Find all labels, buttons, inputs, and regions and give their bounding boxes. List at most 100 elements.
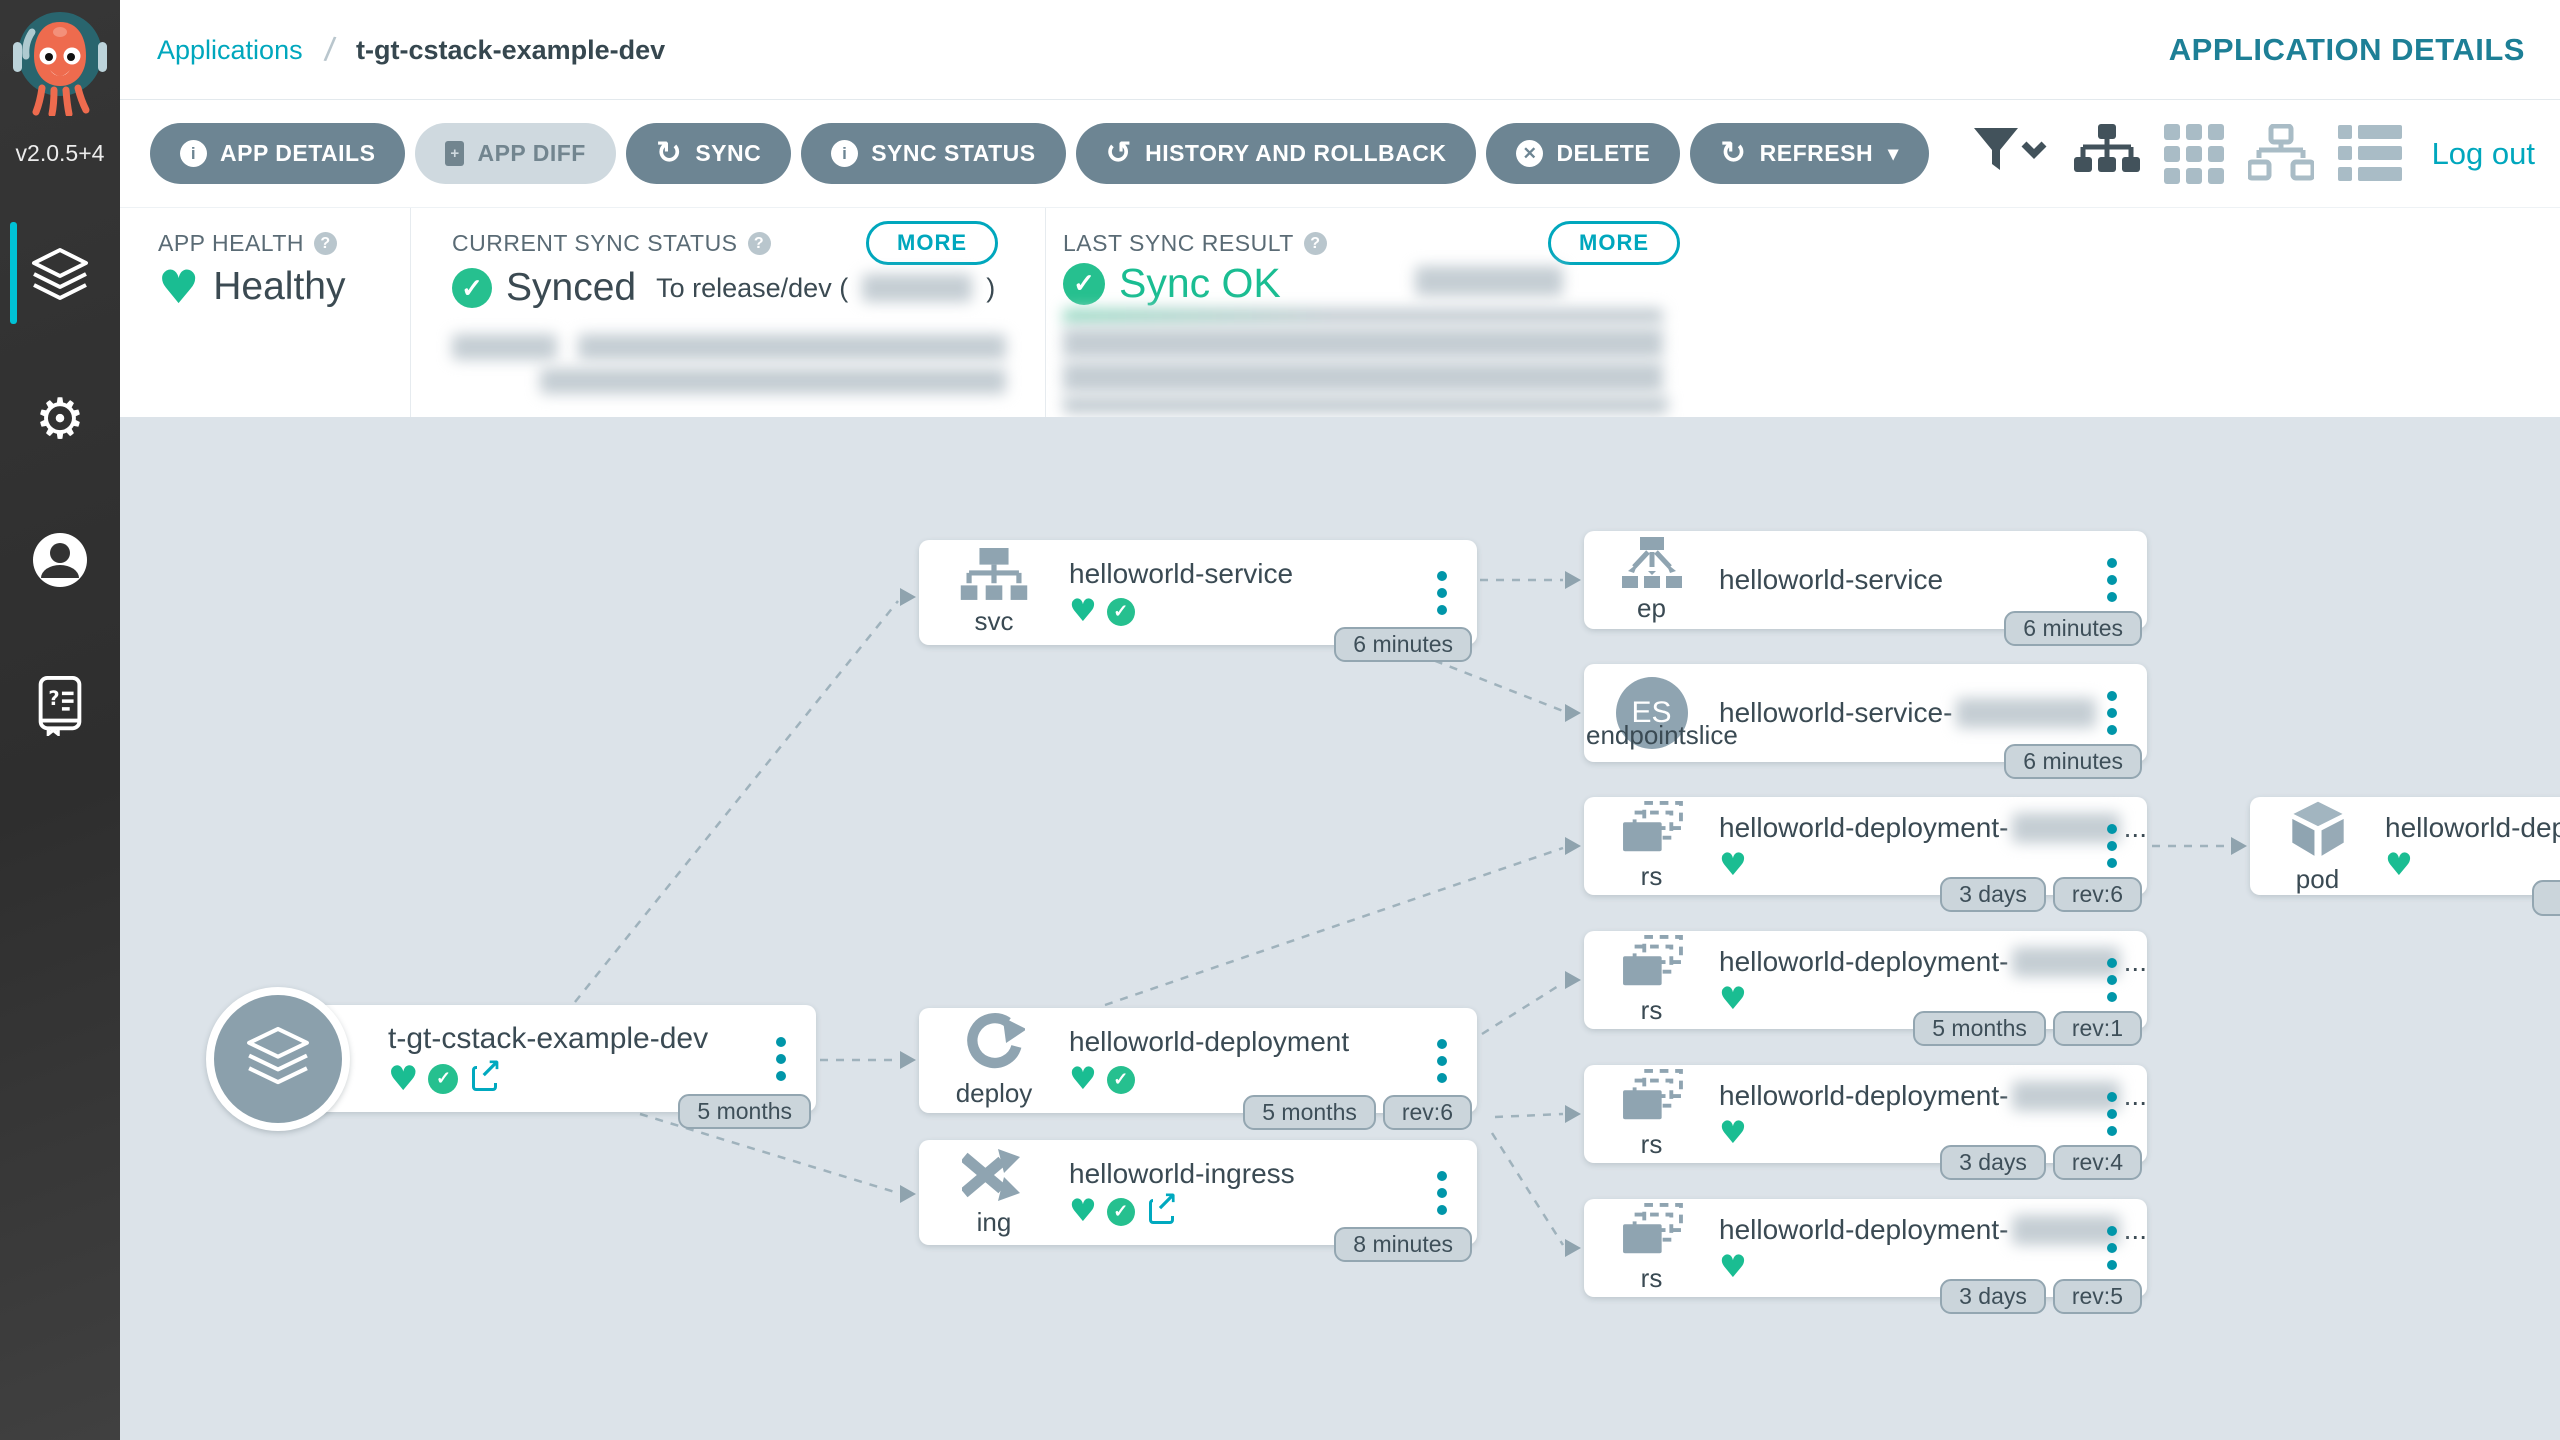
layers-icon	[247, 1026, 309, 1085]
health-heart-icon: ♥	[1069, 1061, 1097, 1097]
node-menu-button[interactable]	[2103, 1222, 2121, 1274]
active-nav-indicator	[10, 222, 17, 324]
list-view-icon[interactable]	[2337, 124, 2402, 183]
resource-node-endpointslice[interactable]: ES endpointslice helloworld-service- 6 m…	[1584, 664, 2147, 779]
resource-tree: t-gt-cstack-example-dev ♥ ✓ ↗ 5 months	[120, 417, 2560, 1440]
age-badge: 5 months	[1913, 1011, 2046, 1046]
redacted-name-suffix	[1956, 698, 2097, 728]
node-kind-label: ing	[976, 1207, 1012, 1237]
node-menu-button[interactable]	[2103, 554, 2121, 606]
external-link-icon[interactable]: ↗	[1148, 1189, 1178, 1224]
resource-node-ingress[interactable]: ing helloworld-ingress ♥ ✓ ↗ 8 minutes	[919, 1140, 1477, 1262]
age-badge: 6 minutes	[2004, 744, 2142, 779]
sync-target-text: To release/dev (	[656, 272, 849, 303]
app-diff-button[interactable]: + APP DIFF	[415, 123, 616, 184]
last-sync-more-button[interactable]: MORE	[1548, 221, 1680, 265]
revision-badge: rev:4	[2052, 1145, 2142, 1180]
panel-divider	[1045, 208, 1046, 418]
sidebar-item-applications[interactable]	[0, 222, 120, 332]
replicaset-icon	[1622, 934, 1683, 985]
refresh-icon: ↻	[1720, 135, 1747, 171]
breadcrumb-current-app: t-gt-cstack-example-dev	[356, 34, 666, 65]
filter-icon[interactable]	[1972, 126, 2050, 182]
history-rollback-button[interactable]: ↺ HISTORY AND ROLLBACK	[1075, 123, 1477, 184]
replicaset-icon	[1622, 1202, 1683, 1253]
pod-icon	[2288, 799, 2347, 859]
redacted-text-block	[1063, 328, 1663, 358]
node-kind-label: svc	[974, 606, 1014, 636]
grid-view-icon[interactable]	[2163, 123, 2224, 184]
redacted-revision	[862, 274, 973, 302]
breadcrumb-applications-link[interactable]: Applications	[157, 34, 303, 65]
clipped-badge	[2532, 880, 2560, 916]
node-menu-button[interactable]	[2103, 954, 2121, 1006]
sync-button[interactable]: ↻ SYNC	[625, 123, 792, 184]
redacted-text-block	[578, 334, 1006, 360]
revision-badge: rev:5	[2052, 1279, 2142, 1314]
synced-check-icon: ✓	[1106, 1065, 1135, 1094]
node-menu-button[interactable]	[1433, 1035, 1451, 1087]
resource-node-endpoints[interactable]: ep helloworld-service 6 minutes	[1584, 531, 2147, 646]
node-menu-button[interactable]	[2103, 687, 2121, 739]
node-title: helloworld-service-	[1719, 697, 2147, 729]
sync-result-text: Sync OK	[1119, 260, 1281, 306]
node-title: helloworld-service	[1069, 558, 1294, 589]
node-title: helloworld-deplo	[2385, 811, 2560, 843]
node-kind-label: rs	[1640, 1128, 1663, 1159]
delete-button[interactable]: ✕ DELETE	[1486, 123, 1681, 184]
node-menu-button[interactable]	[2103, 820, 2121, 872]
resource-node-deployment[interactable]: deploy helloworld-deployment ♥ ✓ 5 month…	[919, 1008, 1477, 1130]
info-icon: i	[831, 140, 859, 167]
button-label: DELETE	[1556, 140, 1651, 166]
sidebar-item-settings[interactable]: ⚙	[0, 365, 120, 475]
panel-label-text: CURRENT SYNC STATUS	[452, 230, 738, 256]
external-link-icon[interactable]: ↗	[472, 1056, 502, 1091]
resource-node-replicaset[interactable]: rs helloworld-deployment- ... ♥ 3 days r…	[1584, 1065, 2147, 1180]
age-badge: 5 months	[678, 1094, 811, 1129]
node-menu-button[interactable]	[772, 1033, 790, 1085]
endpointslice-icon: ES	[1615, 677, 1688, 749]
sync-status-button[interactable]: i SYNC STATUS	[801, 123, 1066, 184]
resource-node-service[interactable]: svc helloworld-service ♥ ✓ 6 minutes	[919, 540, 1477, 662]
application-avatar[interactable]	[206, 987, 350, 1131]
age-badge: 6 minutes	[2004, 611, 2142, 646]
help-icon[interactable]: ?	[1303, 232, 1327, 255]
refresh-button[interactable]: ↻ REFRESH ▾	[1690, 123, 1929, 184]
age-badge: 3 days	[1940, 1145, 2046, 1180]
node-kind-label: rs	[1640, 994, 1663, 1025]
sync-more-button[interactable]: MORE	[866, 221, 998, 265]
service-icon	[960, 548, 1028, 600]
resource-node-replicaset[interactable]: rs helloworld-deployment- ... ♥ 3 days r…	[1584, 797, 2147, 912]
resource-node-replicaset[interactable]: rs helloworld-deployment- ... ♥ 3 days r…	[1584, 1199, 2147, 1314]
view-controls: Log out	[1972, 123, 2535, 184]
app-details-button[interactable]: i APP DETAILS	[150, 123, 406, 184]
sidebar-item-user[interactable]	[0, 505, 120, 615]
sidebar-item-documentation[interactable]: ?	[0, 650, 120, 760]
node-menu-button[interactable]	[1433, 1167, 1451, 1219]
resource-node-pod[interactable]: pod helloworld-deplo ♥	[2250, 797, 2560, 895]
redacted-name-suffix	[2012, 1080, 2120, 1111]
redacted-text-block	[1415, 266, 1563, 296]
node-menu-button[interactable]	[2103, 1088, 2121, 1140]
button-label: REFRESH	[1759, 140, 1874, 166]
redacted-text-block	[540, 368, 1006, 394]
synced-check-icon: ✓	[428, 1063, 459, 1094]
redacted-text-block	[452, 334, 557, 360]
help-icon[interactable]: ?	[747, 232, 771, 255]
endpoints-icon	[1621, 536, 1682, 588]
current-sync-value: ✓ Synced To release/dev ( )	[452, 266, 995, 310]
button-label: SYNC STATUS	[871, 140, 1036, 166]
network-view-icon[interactable]	[2247, 123, 2314, 184]
resource-node-replicaset[interactable]: rs helloworld-deployment- ... ♥ 5 months…	[1584, 931, 2147, 1046]
button-label: APP DIFF	[477, 140, 586, 166]
logout-button[interactable]: Log out	[2431, 135, 2535, 171]
button-label: HISTORY AND ROLLBACK	[1145, 140, 1447, 166]
help-icon[interactable]: ?	[314, 232, 338, 255]
deployment-icon	[967, 1013, 1025, 1069]
node-menu-button[interactable]	[1433, 567, 1451, 619]
app-health-label: APP HEALTH ?	[158, 230, 338, 257]
tree-view-icon[interactable]	[2073, 123, 2140, 184]
sync-status-text: Synced	[506, 266, 637, 309]
replicaset-icon	[1622, 1068, 1683, 1119]
